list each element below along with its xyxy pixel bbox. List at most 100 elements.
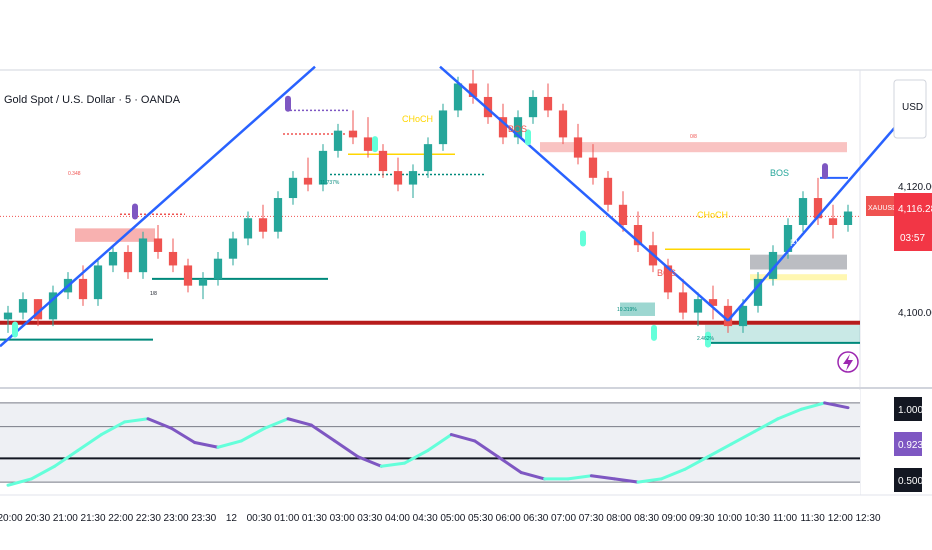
osc-segment	[636, 477, 663, 484]
trendline-up-2	[727, 126, 896, 322]
time-label: 12	[226, 513, 238, 524]
candle-body	[258, 218, 268, 232]
time-label: 05:00	[440, 513, 465, 524]
osc-segment	[239, 426, 267, 443]
candle-body	[168, 251, 178, 266]
candle-body	[723, 305, 733, 327]
candle-body	[513, 117, 523, 138]
svg-text:0.500: 0.500	[898, 476, 923, 487]
time-label: 08:00	[606, 513, 631, 524]
time-label: 04:30	[413, 513, 438, 524]
time-label: 11:00	[773, 513, 798, 524]
bos-label-1: BOS	[508, 124, 527, 134]
note-label-2: 0/8	[690, 134, 697, 140]
time-label: 11:30	[800, 513, 825, 524]
time-label: 06:00	[496, 513, 521, 524]
time-label: 06:30	[523, 513, 548, 524]
fvg-zone	[750, 254, 847, 270]
osc-segment	[799, 401, 827, 411]
candle-body	[333, 130, 343, 151]
candle-body	[753, 278, 763, 306]
time-label: 23:00	[164, 513, 189, 524]
candle-body	[3, 312, 13, 320]
osc-segment	[193, 441, 220, 449]
candle-body	[378, 150, 388, 172]
signal-marker-sell-1	[132, 203, 138, 220]
candle-body	[108, 251, 118, 266]
candle-body	[18, 299, 28, 313]
signal-marker-buy-3	[525, 129, 531, 146]
currency-button[interactable]: USD	[893, 79, 927, 139]
osc-segment	[519, 471, 547, 481]
candle-body	[498, 117, 508, 138]
candle-body	[243, 218, 253, 239]
osc-segment	[426, 433, 453, 452]
bos-label-3: BOS	[770, 168, 789, 178]
candle-body	[453, 83, 463, 111]
osc-segment	[403, 448, 430, 465]
candle-body	[528, 96, 538, 118]
candle-body	[93, 265, 103, 300]
choch-label-1: CHoCH	[402, 114, 433, 124]
osc-segment	[729, 429, 757, 446]
candle-body	[213, 258, 223, 279]
osc-segment	[333, 439, 360, 459]
candle-body	[558, 110, 568, 138]
time-label: 08:30	[634, 513, 659, 524]
candle-body	[198, 278, 208, 286]
candle-body	[543, 96, 553, 111]
candle-body	[573, 137, 583, 158]
signal-marker-buy-5	[651, 324, 657, 341]
price-pane[interactable]	[0, 70, 860, 385]
candle-body	[273, 198, 283, 232]
osc-segment	[263, 417, 290, 430]
lightning-icon[interactable]	[837, 351, 859, 373]
trendline-up-1	[0, 65, 316, 348]
candle-body	[693, 299, 703, 313]
time-label: 22:00	[108, 513, 133, 524]
osc-label-0500: 0.500	[894, 468, 923, 492]
svg-text:1.000: 1.000	[898, 405, 923, 416]
time-label: 21:00	[53, 513, 78, 524]
osc-label-0923: 0.923	[894, 432, 923, 456]
demand-zone	[705, 324, 860, 343]
time-label: 22:30	[136, 513, 161, 524]
osc-segment	[379, 461, 407, 468]
signal-marker-sell-3	[822, 163, 828, 180]
osc-segment	[683, 455, 710, 471]
osc-segment	[566, 474, 593, 481]
time-label: 20:00	[0, 513, 23, 524]
signal-marker-buy-6	[705, 331, 711, 348]
osc-segment	[76, 433, 103, 452]
candle-body	[483, 96, 493, 118]
candle-body	[423, 144, 433, 172]
time-label: 07:00	[551, 513, 576, 524]
price-label-4120: 4,120.000	[898, 182, 932, 193]
osc-segment	[449, 433, 477, 443]
svg-text:0.923: 0.923	[898, 440, 923, 451]
time-label: 01:00	[274, 513, 299, 524]
time-label: 03:30	[357, 513, 382, 524]
candle-body	[633, 225, 643, 246]
osc-segment	[753, 417, 780, 433]
candle-body	[228, 238, 238, 259]
pct-label-4: 2.462%	[697, 336, 715, 342]
osc-segment	[53, 448, 80, 468]
time-label: 04:00	[385, 513, 410, 524]
signal-marker-buy-4	[580, 230, 586, 247]
osc-segment	[29, 464, 57, 481]
time-label: 03:00	[330, 513, 355, 524]
osc-segment	[706, 442, 733, 459]
osc-label-1000: 1.000	[894, 397, 923, 421]
chart-title: Gold Spot / U.S. Dollar · 5 · OANDA	[4, 94, 181, 106]
choch-label-2: CHoCH	[697, 210, 728, 220]
candle-body	[603, 177, 613, 205]
supply-zone	[75, 228, 155, 242]
candle-body	[408, 171, 418, 185]
resistance-zone	[540, 142, 847, 153]
osc-segment	[776, 407, 803, 421]
time-label: 09:30	[689, 513, 714, 524]
candle-body	[768, 251, 778, 279]
trendline-down	[439, 65, 729, 322]
